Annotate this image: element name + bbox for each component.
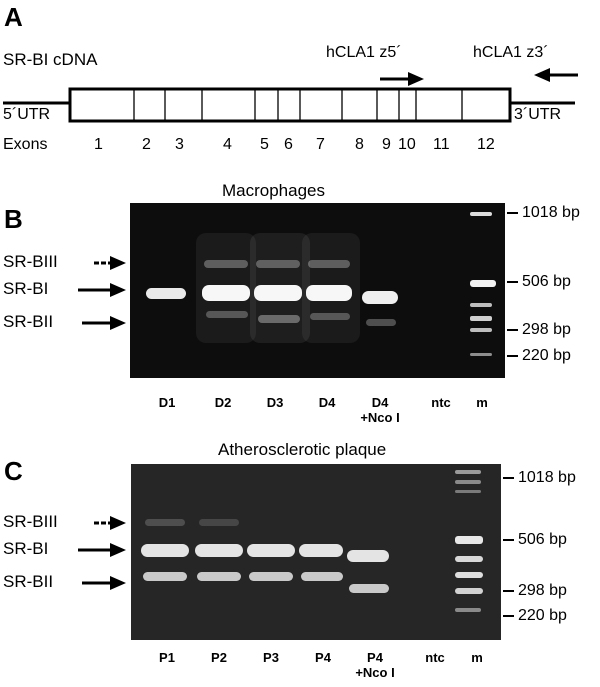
lane-label: P3 <box>263 650 279 665</box>
exon-number: 2 <box>142 136 151 153</box>
lane-sublabel: +Nco I <box>360 410 400 425</box>
exon-number: 11 <box>433 136 450 153</box>
panel-b-title: Macrophages <box>222 181 326 200</box>
lane-label: m <box>476 395 488 410</box>
srbiii-arrow-icon <box>94 516 126 530</box>
srbiii-label: SR-BIII <box>3 252 58 271</box>
exon-boundaries <box>133 89 463 121</box>
gel-image-macrophages <box>130 203 505 378</box>
exon-number: 10 <box>398 136 416 153</box>
lane-label: D4 <box>371 395 389 410</box>
exon-number: 4 <box>223 136 232 153</box>
cdna-box <box>68 87 512 123</box>
lane-label: D4 <box>318 395 336 410</box>
panel-c-title: Atherosclerotic plaque <box>218 440 387 459</box>
srbi-label: SR-BI <box>3 539 49 558</box>
panel-b-letter: B <box>4 204 23 234</box>
exon-number: 7 <box>316 136 325 153</box>
panel-c-letter: C <box>4 456 23 486</box>
utr3-label: 3´UTR <box>514 106 562 123</box>
exon-number: 1 <box>94 136 103 153</box>
size-label: 506 bp <box>518 531 567 548</box>
cdna-label: SR-BI cDNA <box>3 50 98 69</box>
exon-number: 9 <box>382 136 391 153</box>
size-label: 220 bp <box>518 607 567 624</box>
primer-reverse-label: hCLA1 z3´ <box>473 44 549 61</box>
size-label: 1018 bp <box>522 204 580 221</box>
exon-number: 5 <box>260 136 269 153</box>
lane-label: P2 <box>211 650 227 665</box>
lane-label: ntc <box>425 650 445 665</box>
exons-label: Exons <box>3 136 48 153</box>
lane-label: P4 <box>315 650 331 665</box>
primer-reverse-arrow <box>534 68 578 82</box>
size-label: 298 bp <box>518 582 567 599</box>
panel-c-size-ticks <box>503 477 514 617</box>
srbiii-label: SR-BIII <box>3 512 58 531</box>
lane-label: D3 <box>266 395 284 410</box>
size-label: 1018 bp <box>518 469 576 486</box>
lane-label: D2 <box>214 395 232 410</box>
lane-label: P1 <box>159 650 175 665</box>
srbii-label: SR-BII <box>3 312 54 331</box>
size-label: 506 bp <box>522 273 571 290</box>
exon-number: 8 <box>355 136 364 153</box>
srbi-arrow-icon <box>78 543 126 557</box>
lane-label: m <box>471 650 483 665</box>
srbii-label: SR-BII <box>3 572 54 591</box>
panel-a-letter: A <box>4 2 23 32</box>
primer-forward-label: hCLA1 z5´ <box>326 44 402 61</box>
exon-number: 3 <box>175 136 184 153</box>
gel-image-plaque <box>131 464 501 640</box>
size-label: 298 bp <box>522 321 571 338</box>
panel-b-size-ticks <box>507 212 518 357</box>
srbi-label: SR-BI <box>3 279 49 298</box>
utr5-label: 5´UTR <box>3 106 51 123</box>
lane-label: P4 <box>367 650 383 665</box>
lane-sublabel: +Nco I <box>355 665 395 680</box>
lane-label: D1 <box>158 395 176 410</box>
exon-number: 6 <box>284 136 293 153</box>
exon-number: 12 <box>477 136 495 153</box>
size-label: 220 bp <box>522 347 571 364</box>
lane-label: ntc <box>431 395 451 410</box>
srbi-arrow-icon <box>78 283 126 297</box>
srbiii-arrow-icon <box>94 256 126 270</box>
srbii-arrow-icon <box>82 316 126 330</box>
srbii-arrow-icon <box>82 576 126 590</box>
primer-forward-arrow <box>380 72 424 86</box>
cdna-diagram <box>3 68 578 123</box>
